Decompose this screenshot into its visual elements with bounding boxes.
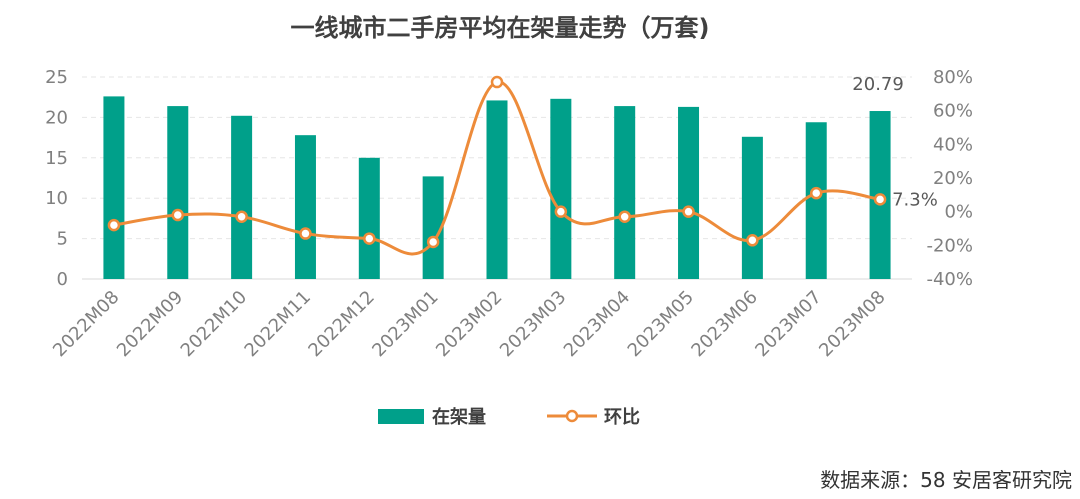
- x-tick-label: 2023M08: [815, 287, 889, 361]
- bar: [486, 100, 508, 279]
- bar: [550, 98, 572, 279]
- line-point: [426, 235, 440, 249]
- x-axis: 2022M082022M092022M102022M112022M122023M…: [49, 287, 890, 361]
- source-note: 数据来源：58 安居客研究院: [820, 468, 1072, 492]
- bar: [422, 176, 444, 279]
- bar-data-label: 20.79: [852, 74, 904, 95]
- right-tick-label: 20%: [933, 168, 973, 189]
- line-point: [873, 193, 887, 206]
- bar: [358, 157, 380, 279]
- line-point: [235, 210, 248, 223]
- x-tick-label: 2023M02: [432, 287, 506, 361]
- bar-series: [103, 96, 891, 280]
- legend-line-marker: [565, 409, 579, 423]
- bar: [294, 135, 316, 279]
- x-tick-label: 2022M09: [113, 287, 187, 361]
- bar: [741, 136, 763, 279]
- line-point: [107, 218, 121, 232]
- line-series: [107, 75, 887, 256]
- right-tick-label: 80%: [933, 67, 973, 88]
- x-tick-label: 2023M01: [368, 287, 442, 361]
- line-point: [171, 208, 185, 222]
- line-point: [618, 210, 631, 223]
- left-tick-label: 15: [45, 148, 68, 169]
- legend-bar-swatch: [378, 409, 424, 424]
- right-axis: -40% -20% 0% 20% 40% 60% 80%: [926, 67, 973, 290]
- line-point: [299, 227, 312, 240]
- legend-label-bars: 在架量: [432, 406, 486, 428]
- bar: [678, 106, 700, 280]
- x-tick-label: 2023M06: [687, 287, 761, 361]
- line-point: [809, 186, 823, 200]
- right-tick-label: 60%: [933, 101, 973, 122]
- right-tick-label: -20%: [926, 235, 973, 256]
- x-tick-label: 2023M05: [624, 287, 698, 361]
- x-tick-label: 2023M04: [560, 287, 634, 361]
- left-tick-label: 0: [57, 269, 68, 290]
- right-tick-label: 0%: [944, 202, 973, 223]
- x-tick-label: 2022M08: [49, 287, 123, 361]
- line-point: [682, 205, 695, 218]
- x-tick-label: 2022M11: [241, 287, 315, 361]
- bar: [167, 106, 189, 279]
- bar: [614, 106, 636, 279]
- chart-title: 一线城市二手房平均在架量走势（万套): [291, 14, 710, 42]
- x-tick-label: 2023M03: [496, 287, 570, 361]
- x-tick-label: 2022M10: [177, 287, 251, 361]
- legend-label-line: 环比: [604, 407, 640, 428]
- line-point: [554, 205, 568, 218]
- left-tick-label: 10: [45, 188, 68, 209]
- line-data-label: 7.3%: [892, 189, 938, 210]
- left-tick-label: 5: [57, 229, 68, 250]
- line-point: [746, 234, 759, 247]
- data-labels: 20.79 7.3%: [852, 74, 938, 210]
- legend: 在架量 环比: [378, 406, 640, 428]
- right-tick-label: -40%: [926, 269, 973, 290]
- bar: [103, 96, 125, 279]
- bar: [231, 115, 253, 279]
- left-tick-label: 25: [45, 67, 68, 88]
- x-tick-label: 2022M12: [304, 287, 378, 361]
- right-tick-label: 40%: [933, 134, 973, 155]
- line-point: [490, 75, 504, 89]
- left-tick-label: 20: [45, 107, 68, 128]
- x-tick-label: 2023M07: [751, 287, 825, 361]
- line-point: [363, 232, 376, 245]
- left-axis: 0 5 10 15 20 25: [45, 67, 68, 290]
- bar: [805, 122, 827, 279]
